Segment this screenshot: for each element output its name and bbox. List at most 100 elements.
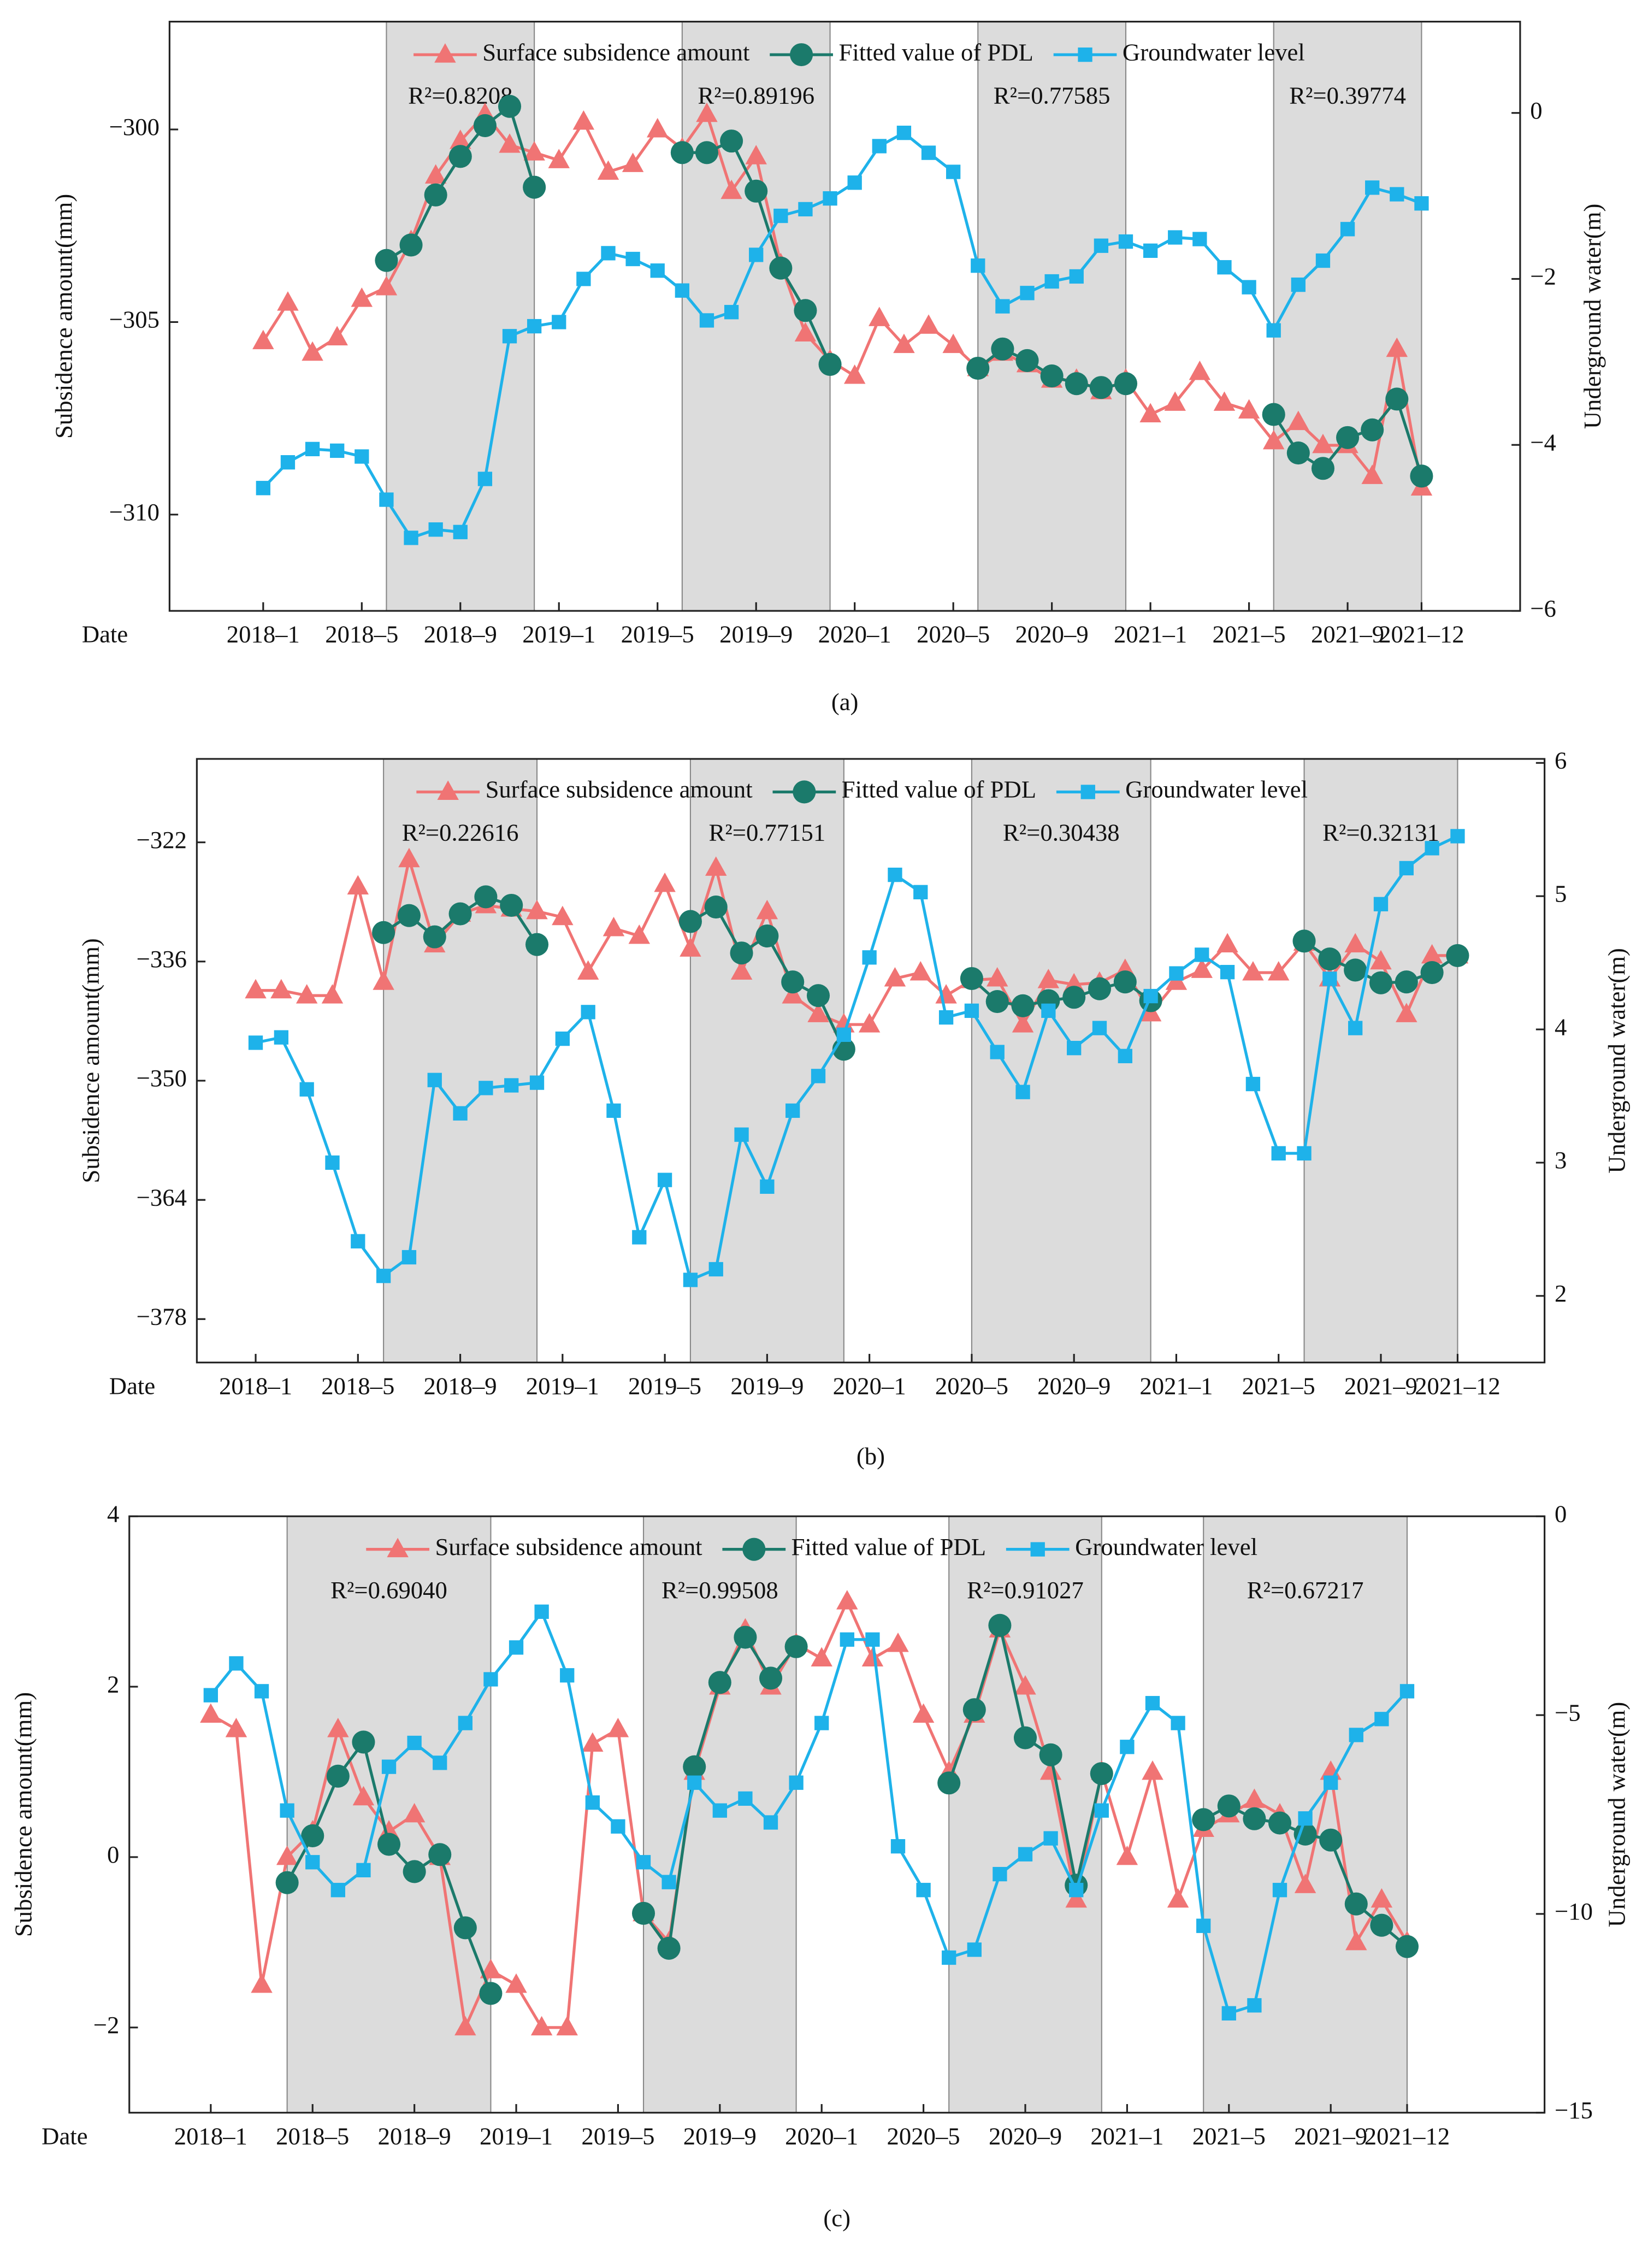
data-point xyxy=(755,924,779,948)
data-point xyxy=(433,1756,447,1770)
data-point xyxy=(625,251,640,267)
data-point xyxy=(572,110,595,130)
x-tick-label: 2021–1 xyxy=(1090,2122,1163,2149)
data-point xyxy=(990,1045,1005,1059)
data-point xyxy=(1395,970,1418,994)
data-point xyxy=(632,1230,647,1245)
data-point xyxy=(912,1703,935,1723)
data-point xyxy=(785,1103,800,1118)
data-point xyxy=(1094,238,1109,253)
y-tick-label: −336 xyxy=(137,945,187,973)
y-tick-label: −322 xyxy=(137,826,187,853)
data-point xyxy=(993,1866,1007,1882)
legend-marker xyxy=(434,43,456,63)
data-point xyxy=(1319,1828,1343,1852)
legend-marker xyxy=(1080,785,1095,799)
x-tick-label: 2021–5 xyxy=(1213,621,1286,648)
data-point xyxy=(1262,429,1285,450)
legend-marker xyxy=(1030,1542,1045,1557)
data-point xyxy=(403,1802,426,1823)
data-point xyxy=(1167,1888,1189,1908)
data-point xyxy=(1446,944,1469,967)
data-point xyxy=(708,1671,731,1694)
data-point xyxy=(375,249,398,272)
legend-marker xyxy=(387,1537,409,1558)
data-point xyxy=(869,307,890,326)
y-tick-label: −300 xyxy=(109,113,160,140)
data-point xyxy=(909,961,932,981)
data-point xyxy=(1450,829,1465,844)
data-point xyxy=(1420,961,1444,985)
data-point xyxy=(1298,1811,1313,1826)
data-point xyxy=(407,1735,422,1751)
data-point xyxy=(1065,1888,1087,1908)
data-point xyxy=(399,233,423,257)
data-point xyxy=(1238,399,1260,419)
data-point xyxy=(499,133,521,153)
data-point xyxy=(916,1883,931,1898)
x-tick-label: 2021–12 xyxy=(1365,2122,1450,2149)
data-point xyxy=(252,329,274,350)
data-point xyxy=(988,1613,1012,1637)
x-tick-label: 2018–1 xyxy=(219,1372,292,1399)
data-point xyxy=(1390,187,1404,202)
data-point xyxy=(1370,950,1392,970)
data-point xyxy=(960,967,983,991)
data-point xyxy=(1371,1888,1393,1908)
data-point xyxy=(712,1803,727,1818)
shaded-region xyxy=(977,21,1127,612)
data-point xyxy=(836,1590,858,1610)
x-tick-label: 2020–5 xyxy=(917,621,990,648)
data-point xyxy=(280,455,296,470)
data-point xyxy=(1287,410,1309,431)
data-point xyxy=(1094,1803,1109,1818)
data-point xyxy=(479,1982,503,2005)
y2-tick-label: −2 xyxy=(1530,263,1556,290)
data-point xyxy=(913,885,928,900)
caption: (c) xyxy=(823,2204,850,2231)
data-point xyxy=(302,341,323,361)
data-point xyxy=(1311,457,1334,480)
data-point xyxy=(1286,441,1310,465)
x-tick-label: 2020–5 xyxy=(935,1372,1008,1399)
x-tick-label: 2019–1 xyxy=(526,1372,599,1399)
x-tick-label: 2021–5 xyxy=(1192,2122,1266,2149)
data-point xyxy=(1267,961,1290,981)
data-point xyxy=(299,1082,314,1097)
x-tick-label: 2019–5 xyxy=(621,621,694,648)
data-point xyxy=(1318,947,1342,971)
data-point xyxy=(330,443,345,458)
data-point xyxy=(687,1775,702,1790)
data-point xyxy=(582,1732,604,1752)
data-point xyxy=(381,1759,397,1774)
data-point xyxy=(1116,1845,1138,1865)
data-point xyxy=(576,272,591,286)
y-tick-label: −350 xyxy=(137,1064,187,1092)
y-tick-label: −2 xyxy=(93,2011,120,2039)
data-point xyxy=(861,1647,884,1667)
data-point xyxy=(480,1959,502,1978)
data-point xyxy=(560,1668,575,1683)
data-point xyxy=(397,904,421,927)
legend: Surface subsidence amount Fitted value of… xyxy=(416,776,1308,804)
data-point xyxy=(991,337,1014,361)
x-tick-label: 2021–1 xyxy=(1114,621,1187,648)
data-point xyxy=(647,117,669,138)
x-tick-label: 2021–12 xyxy=(1415,1372,1500,1399)
data-point xyxy=(890,1839,906,1854)
data-point xyxy=(1220,965,1235,980)
data-point xyxy=(301,1824,324,1847)
data-point xyxy=(798,202,813,217)
y-tick-label: −378 xyxy=(137,1303,187,1330)
plot-frame xyxy=(168,21,1521,612)
data-point xyxy=(321,984,344,1004)
x-tick-label: 2019–9 xyxy=(719,621,793,648)
data-point xyxy=(942,333,964,354)
data-point xyxy=(1195,947,1209,962)
data-point xyxy=(453,525,468,539)
data-point xyxy=(423,925,446,949)
y2-tick-label: 6 xyxy=(1555,747,1567,774)
legend-label: Fitted value of PDL xyxy=(838,38,1033,66)
data-point xyxy=(1069,269,1084,284)
